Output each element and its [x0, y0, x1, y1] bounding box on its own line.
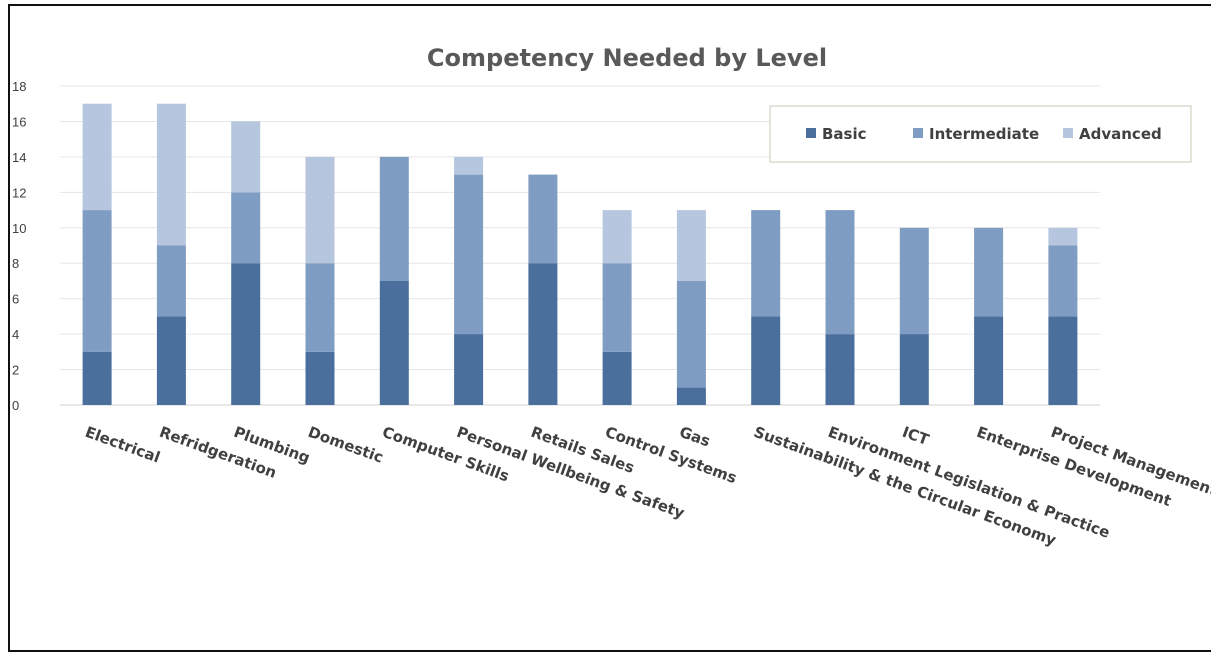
x-axis-ticks: ElectricalRefridgerationPlumbingDomestic… [83, 423, 1211, 550]
y-tick-label: 4 [12, 327, 19, 342]
x-tick-label: Computer Skills [380, 423, 512, 486]
bar-segment-advanced [676, 210, 706, 281]
bar-segment-intermediate [528, 174, 558, 264]
y-tick-label: 16 [12, 114, 26, 129]
bar-segment-basic [82, 351, 112, 405]
bars [82, 103, 1078, 405]
x-tick-label: Electrical [83, 423, 163, 467]
bar-segment-intermediate [379, 156, 409, 281]
bar-segment-intermediate [602, 263, 632, 352]
bar-segment-basic [379, 280, 409, 405]
bar-segment-basic [454, 334, 484, 405]
bar-segment-intermediate [899, 227, 929, 335]
legend: Basic Intermediate Advanced [769, 105, 1192, 163]
y-tick-label: 10 [12, 221, 26, 236]
bar-segment-basic [231, 263, 261, 405]
bar-segment-basic [825, 334, 855, 405]
bar-segment-intermediate [676, 280, 706, 388]
bar-segment-intermediate [231, 192, 261, 264]
bar-segment-intermediate [974, 227, 1004, 317]
bar-segment-basic [305, 351, 335, 405]
bar-segment-intermediate [82, 210, 112, 352]
y-tick-label: 14 [12, 150, 26, 165]
bar-segment-basic [974, 316, 1004, 405]
legend-label-intermediate: Intermediate [929, 125, 1039, 143]
y-tick-label: 18 [12, 79, 26, 94]
bar-segment-intermediate [156, 245, 186, 317]
x-tick-label: Domestic [306, 423, 386, 467]
bar-segment-intermediate [305, 263, 335, 352]
legend-box [769, 105, 1192, 163]
bar-segment-intermediate [751, 210, 781, 317]
bar-segment-basic [528, 263, 558, 405]
bar-segment-intermediate [454, 174, 484, 335]
y-tick-label: 2 [12, 363, 19, 378]
bar-segment-basic [751, 316, 781, 405]
y-tick-label: 0 [12, 398, 19, 413]
y-tick-label: 6 [12, 292, 19, 307]
y-tick-label: 8 [12, 256, 19, 271]
bar-segment-advanced [82, 103, 112, 210]
bar-segment-intermediate [825, 210, 855, 335]
bar-segment-basic [156, 316, 186, 405]
chart-title: Competency Needed by Level [427, 44, 827, 72]
x-tick-label: ICT [900, 423, 932, 449]
y-axis-ticks: 0 2 4 6 8 10 12 14 16 18 [12, 79, 26, 413]
bar-segment-advanced [305, 156, 335, 264]
legend-label-basic: Basic [822, 125, 867, 143]
chart-frame: Competency Needed by Level 0 2 4 6 8 10 12 14 16… [8, 4, 1211, 652]
bar-segment-basic [676, 387, 706, 405]
bar-segment-advanced [1048, 227, 1078, 246]
bar-segment-basic [899, 334, 929, 405]
y-tick-label: 12 [12, 185, 26, 200]
bar-segment-basic [602, 351, 632, 405]
bar-segment-advanced [156, 103, 186, 246]
bar-segment-advanced [602, 210, 632, 264]
bar-segment-advanced [231, 121, 261, 193]
bar-segment-intermediate [1048, 245, 1078, 317]
legend-swatch-intermediate [913, 128, 923, 138]
legend-swatch-advanced [1063, 128, 1073, 138]
bar-segment-advanced [454, 156, 484, 175]
x-tick-label: Gas [677, 423, 713, 451]
legend-swatch-basic [806, 128, 816, 138]
bar-segment-basic [1048, 316, 1078, 405]
legend-label-advanced: Advanced [1079, 125, 1162, 143]
chart: Competency Needed by Level 0 2 4 6 8 10 12 14 16… [12, 44, 1211, 550]
